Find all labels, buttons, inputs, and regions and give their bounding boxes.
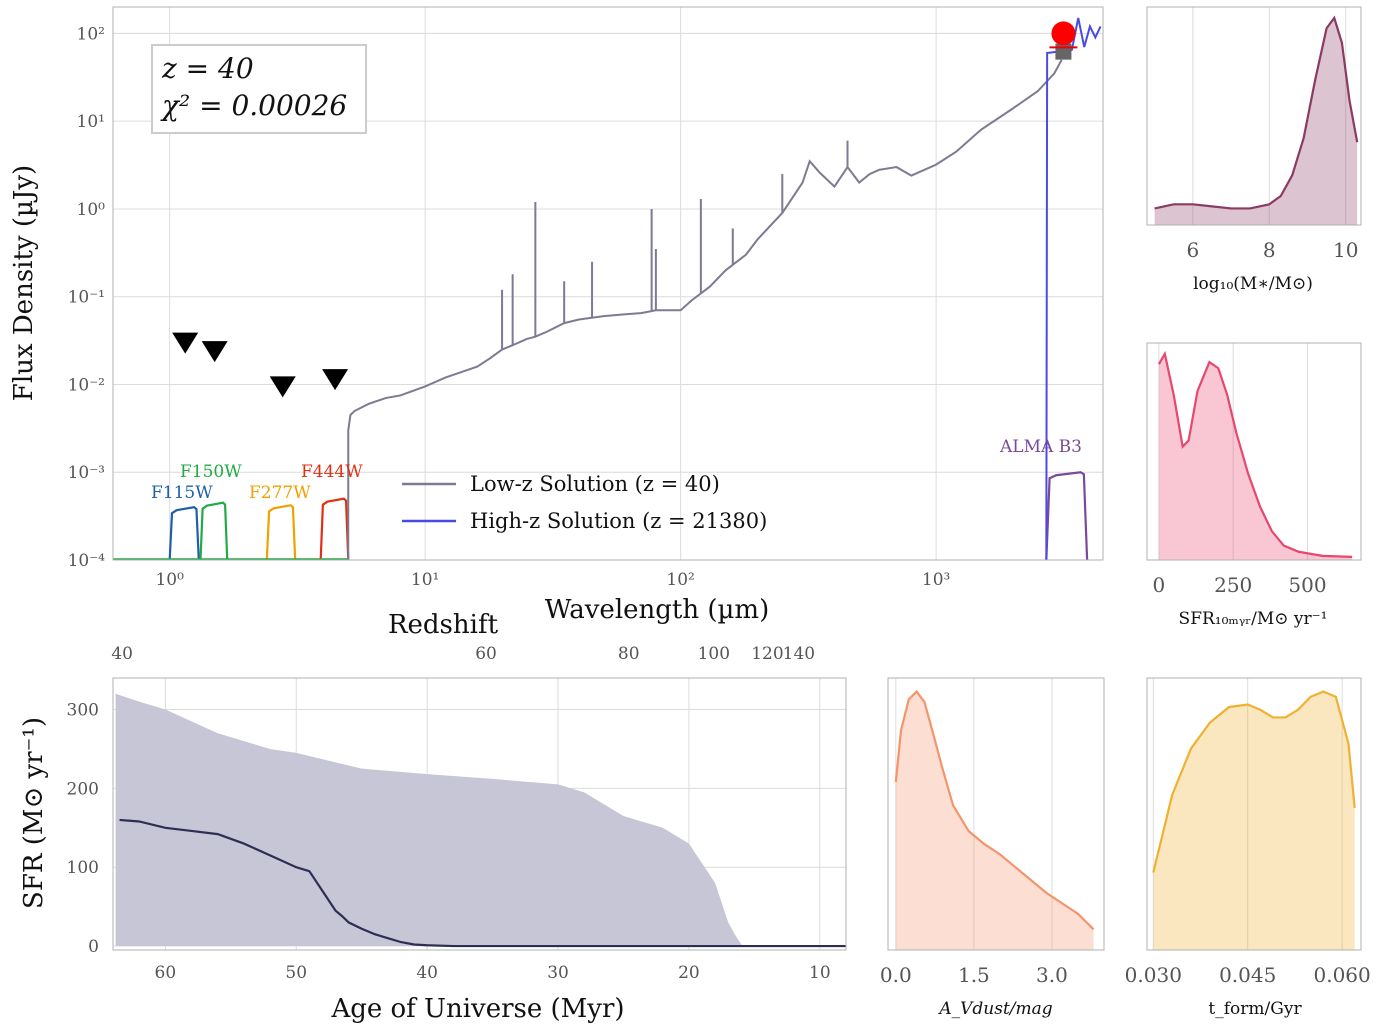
sfr-xtick-label: 0 xyxy=(1153,573,1166,597)
sfh-ytick-label: 200 xyxy=(67,779,99,799)
sfh-top-tick-label: 120 xyxy=(751,644,783,664)
sfr-posterior-fill xyxy=(1158,353,1353,560)
sed-ytick-label: 10² xyxy=(77,24,105,44)
sfh-xtick-label: 50 xyxy=(285,963,307,983)
sfh-ytick-label: 0 xyxy=(88,937,99,957)
sfh-ylabel: SFR (M⊙ yr⁻¹) xyxy=(19,717,49,909)
tform-posterior-fill xyxy=(1153,691,1355,950)
sfh-top-tick-label: 80 xyxy=(618,644,640,664)
mass-posterior-panel: 6 8 10 xyxy=(1146,6,1362,262)
mass-xtick-label: 6 xyxy=(1186,238,1199,262)
dust-frame xyxy=(887,677,1105,951)
sed-ytick-label: 10¹ xyxy=(77,112,105,132)
filter-label-f444w: F444W xyxy=(301,462,363,482)
sed-series-highz xyxy=(1045,17,1102,561)
sfh-frame xyxy=(112,677,847,951)
upper-limit-marker xyxy=(322,369,349,391)
dust-posterior-panel: 0.0 1.5 3.0 xyxy=(880,677,1105,987)
dust-xtick-label: 0.0 xyxy=(880,963,912,987)
dust-xlabel: A_Vdust/mag xyxy=(937,999,1052,1019)
dust-posterior-fill xyxy=(895,691,1094,950)
tform-posterior-panel: 0.030 0.045 0.060 xyxy=(1125,677,1371,987)
filter-curve-f150w xyxy=(199,501,229,561)
sfh-median-line xyxy=(119,818,846,948)
tform-xtick-label: 0.030 xyxy=(1125,963,1182,987)
legend-label-lowz: Low-z Solution (z = 40) xyxy=(470,472,720,496)
sed-ytick-label: 10⁰ xyxy=(77,200,106,220)
sfh-xlabel: Age of Universe (Myr) xyxy=(330,994,624,1024)
sed-series-lowz xyxy=(347,59,1063,560)
sfh-top-label: Redshift xyxy=(388,610,499,640)
sed-ytick-label: 10⁻³ xyxy=(68,463,105,483)
filter-label-f150w: F150W xyxy=(180,462,242,482)
tform-xtick-label: 0.060 xyxy=(1313,963,1370,987)
detection-marker xyxy=(1051,21,1076,46)
dust-posterior-line xyxy=(894,689,1095,931)
sfh-top-tick-label: 100 xyxy=(698,644,730,664)
sfh-xtick-label: 10 xyxy=(809,963,831,983)
filter-curve-f277w xyxy=(265,504,297,561)
annotation-redshift: z = 40 xyxy=(161,52,254,85)
filter-curve-f444w xyxy=(319,497,350,561)
upper-limit-marker xyxy=(269,376,296,398)
sed-ylabel: Flux Density (µJy) xyxy=(9,165,39,401)
model-photometry-marker xyxy=(1055,43,1072,60)
sfh-confidence-band xyxy=(115,693,744,947)
legend-label-highz: High-z Solution (z = 21380) xyxy=(470,509,767,533)
sed-xtick-label: 10⁰ xyxy=(155,570,184,590)
sed-xlabel: Wavelength (µm) xyxy=(545,595,769,625)
tform-xlabel: t_form/Gyr xyxy=(1208,999,1302,1019)
filter-label-f115w: F115W xyxy=(151,483,213,503)
tform-posterior-line xyxy=(1152,690,1356,873)
mass-posterior-fill xyxy=(1154,17,1358,226)
sfr-frame xyxy=(1146,342,1362,561)
filter-curve-f115w xyxy=(168,505,200,561)
filter-label-alma-b3: ALMA B3 xyxy=(999,437,1082,457)
sfh-ytick-label: 100 xyxy=(67,858,99,878)
sfh-xtick-label: 30 xyxy=(547,963,569,983)
upper-limit-marker xyxy=(201,341,228,363)
sfh-top-tick-label: 60 xyxy=(475,644,497,664)
annotation-box xyxy=(151,44,367,134)
sed-xtick-label: 10¹ xyxy=(411,570,439,590)
tform-frame xyxy=(1146,677,1362,951)
mass-frame xyxy=(1146,6,1362,226)
sed-ytick-label: 10⁻⁴ xyxy=(68,551,106,571)
sfr-xtick-label: 500 xyxy=(1288,573,1326,597)
annotation-chi2: χ² = 0.00026 xyxy=(160,89,347,122)
sfh-xtick-label: 40 xyxy=(416,963,438,983)
sed-frame xyxy=(112,6,1104,561)
mass-posterior-line xyxy=(1154,15,1359,210)
sfr-xlabel: SFR₁₀ₘᵧᵣ/M⊙ yr⁻¹ xyxy=(1179,609,1328,629)
sfr-xtick-label: 250 xyxy=(1214,573,1252,597)
filter-label-f277w: F277W xyxy=(249,483,311,503)
sed-xtick-label: 10² xyxy=(666,570,694,590)
sfr-posterior-line xyxy=(1157,350,1353,559)
sfh-ytick-label: 300 xyxy=(67,701,99,721)
mass-xtick-label: 10 xyxy=(1333,238,1358,262)
sfh-top-tick-label: 40 xyxy=(111,644,133,664)
mass-xlabel: log₁₀(M∗/M⊙) xyxy=(1193,274,1313,294)
upper-limit-marker xyxy=(172,332,199,354)
dust-xtick-label: 1.5 xyxy=(958,963,990,987)
sed-ytick-label: 10⁻¹ xyxy=(68,288,105,308)
filter-curve-alma-b3 xyxy=(1045,471,1089,561)
sed-ytick-label: 10⁻² xyxy=(68,375,105,395)
dust-xtick-label: 3.0 xyxy=(1036,963,1068,987)
mass-xtick-label: 8 xyxy=(1263,238,1276,262)
sfh-xtick-label: 20 xyxy=(678,963,700,983)
tform-xtick-label: 0.045 xyxy=(1219,963,1276,987)
sed-panel: 10⁰ 10¹ 10² 10³ 10⁻⁴ 10⁻³ 10⁻² 10⁻¹ 10⁰ 10¹ 10² z … xyxy=(9,6,1104,625)
sfh-top-tick-label: 140 xyxy=(783,644,815,664)
sfr-posterior-panel: 0 250 500 xyxy=(1146,342,1362,597)
sfh-xtick-label: 60 xyxy=(155,963,177,983)
sed-xtick-label: 10³ xyxy=(922,570,950,590)
